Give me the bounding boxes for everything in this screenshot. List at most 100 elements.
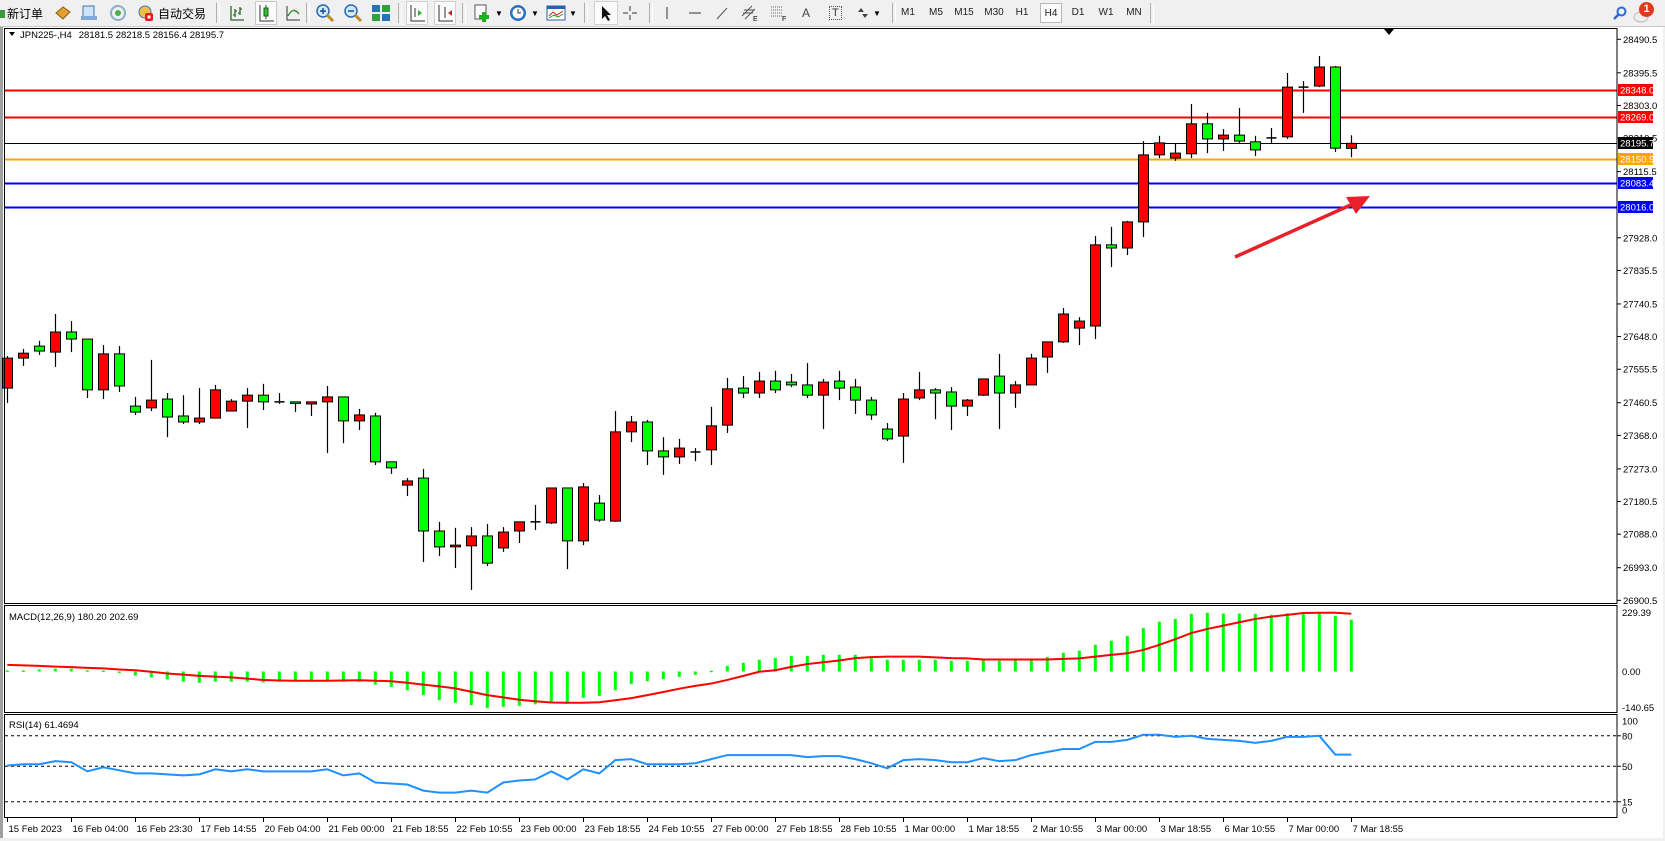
text-tool-button[interactable]: A [802, 2, 810, 24]
market-watch-button[interactable] [54, 2, 72, 24]
candle [770, 370, 781, 394]
chevron-down-icon[interactable]: ▼ [873, 8, 881, 18]
chevron-down-icon[interactable]: ▼ [531, 8, 539, 18]
rsi-pane[interactable] [4, 714, 1618, 818]
chart-menu-triangle-icon[interactable] [9, 32, 15, 36]
macd-histogram-bar [581, 671, 585, 698]
price-level-badge [1618, 201, 1653, 213]
auto-scroll-button[interactable] [406, 1, 428, 25]
time-axis-label: 7 Mar 00:00 [1289, 824, 1340, 835]
macd-histogram-bar [469, 671, 473, 706]
macd-pane[interactable] [4, 605, 1618, 713]
svg-text:E: E [753, 16, 758, 22]
price-level-badge [1618, 137, 1653, 149]
annotation-arrow-icon[interactable] [1234, 196, 1370, 259]
horizontal-line-button[interactable] [687, 2, 703, 24]
candle [258, 383, 269, 410]
timeframe-m15-button[interactable]: M15 [954, 7, 974, 18]
tile-windows-button[interactable] [371, 2, 391, 24]
macd-histogram-bar [1093, 644, 1097, 672]
candle-body [322, 396, 333, 403]
macd-histogram-bar [693, 671, 697, 675]
auto-trading-icon [138, 5, 153, 21]
candle-body [418, 477, 429, 532]
rsi-indicator [5, 733, 1617, 803]
candle [690, 448, 701, 462]
candle [914, 371, 925, 401]
timeframe-w1-button[interactable]: W1 [1098, 7, 1114, 18]
new-order-button[interactable]: 新订单 [0, 2, 43, 24]
candle [1234, 107, 1245, 143]
templates-button[interactable]: ▼ [546, 2, 577, 24]
timeframe-m30-button[interactable]: M30 [984, 7, 1004, 18]
rsi-axis-label: 50 [1622, 762, 1633, 773]
chart-shift-marker-icon[interactable] [1384, 29, 1394, 35]
cursor-tool-button[interactable] [594, 1, 618, 25]
data-window-button[interactable] [80, 2, 98, 24]
chart-shift-button[interactable] [434, 1, 456, 25]
candle-body [770, 380, 781, 391]
search-button[interactable] [1612, 2, 1628, 24]
chevron-down-icon[interactable]: ▼ [495, 8, 503, 18]
macd-histogram-bar [853, 654, 857, 672]
timeframe-d1-button[interactable]: D1 [1071, 7, 1085, 18]
candle-body [194, 417, 205, 423]
candle [1266, 128, 1277, 143]
arrows-tool-button[interactable]: ▼ [856, 2, 881, 24]
zoom-in-button[interactable] [315, 2, 335, 24]
vertical-line-button[interactable] [661, 2, 673, 24]
macd-indicator [5, 611, 1353, 708]
candle-body [882, 428, 893, 440]
candle [866, 396, 877, 420]
notifications-button[interactable]: 1 [1633, 2, 1656, 23]
bar-chart-button[interactable] [228, 2, 246, 24]
candle-body [866, 399, 877, 416]
candle [162, 393, 173, 438]
candle [226, 399, 237, 412]
timeframe-m1-button[interactable]: M1 [901, 7, 915, 18]
macd-histogram-bar [69, 668, 73, 672]
timeframe-m5-button[interactable]: M5 [929, 7, 943, 18]
candle [1186, 104, 1197, 159]
macd-histogram-bar [341, 671, 345, 682]
macd-histogram-bar [725, 665, 729, 672]
candle [402, 478, 413, 497]
timeframe-h1-button[interactable]: H1 [1015, 7, 1029, 18]
rsi-line [7, 733, 1352, 794]
candle-body [962, 399, 973, 407]
macd-histogram-bar [277, 671, 281, 682]
macd-histogram-bar [1269, 614, 1273, 672]
timeframe-mn-button[interactable]: MN [1126, 7, 1142, 18]
window-edge [0, 27, 3, 838]
new-order-label: 新订单 [7, 6, 44, 21]
macd-histogram-bar [661, 671, 665, 680]
arrows-icon [858, 8, 868, 18]
chart-window[interactable]: 28490.528395.528303.028210.528115.527928… [0, 26, 1665, 841]
macd-histogram-bar [677, 671, 681, 677]
chevron-down-icon[interactable]: ▼ [569, 8, 577, 18]
text-label-tool-button[interactable]: T [829, 2, 842, 24]
signals-button[interactable] [109, 2, 127, 24]
price-axis-label: 28115.5 [1623, 167, 1657, 178]
candle-body [706, 425, 717, 451]
crosshair-tool-button[interactable] [622, 2, 638, 24]
macd-histogram-bar [5, 670, 9, 672]
fibonacci-button[interactable]: F [769, 2, 789, 24]
candlestick-chart-button[interactable] [255, 1, 277, 25]
equidistant-channel-button[interactable]: E [740, 2, 760, 24]
periods-button[interactable]: ▼ [508, 2, 539, 24]
macd-histogram-bar [949, 660, 953, 672]
price-pane[interactable] [4, 28, 1618, 604]
svg-text:F: F [782, 16, 786, 22]
candle [1010, 381, 1021, 408]
trendline-button[interactable] [714, 2, 730, 24]
timeframe-h4-button[interactable]: H4 [1040, 3, 1062, 23]
macd-histogram-bar [645, 671, 649, 682]
candle [1346, 135, 1357, 158]
line-chart-button[interactable] [284, 2, 302, 24]
zoom-out-button[interactable] [343, 2, 363, 24]
indicators-button[interactable]: ▼ [472, 2, 503, 24]
candle [610, 411, 621, 522]
auto-trading-button[interactable]: 自动交易 [136, 2, 206, 24]
candle [994, 353, 1005, 430]
